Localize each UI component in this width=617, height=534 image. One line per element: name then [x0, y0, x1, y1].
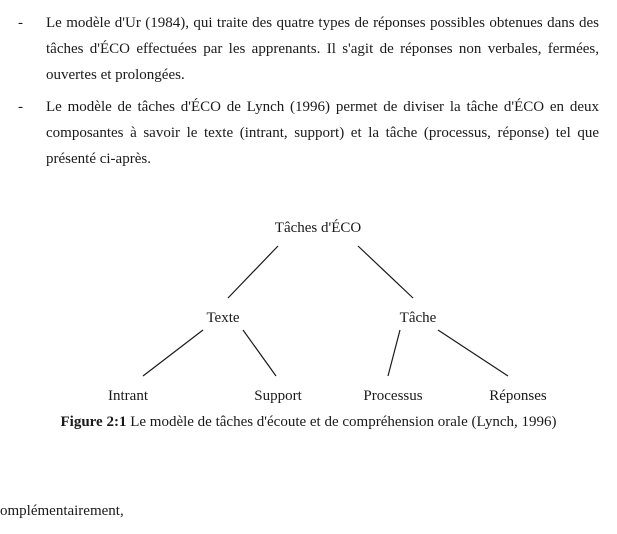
tree-edge	[358, 246, 413, 298]
tree-diagram: Tâches d'ÉCO Texte Tâche Intrant Support Proc…	[18, 208, 599, 408]
bullet-dash: -	[18, 10, 46, 36]
tree-edge	[438, 330, 508, 376]
page: - Le modèle d'Ur (1984), qui traite des …	[0, 0, 617, 534]
figure-caption-text: Le modèle de tâches d'écoute et de compr…	[126, 414, 556, 430]
tree-edge	[388, 330, 400, 376]
bullet-item: - Le modèle de tâches d'ÉCO de Lynch (19…	[18, 94, 599, 172]
bullet-item: - Le modèle d'Ur (1984), qui traite des …	[18, 10, 599, 88]
tree-edges	[18, 208, 617, 408]
tree-node-texte: Texte	[206, 310, 239, 327]
figure-caption: Figure 2:1 Le modèle de tâches d'écoute …	[18, 414, 599, 431]
tree-node-support: Support	[254, 388, 302, 405]
figure-caption-label: Figure 2:1	[60, 414, 126, 430]
tree-node-intrant: Intrant	[108, 388, 148, 405]
cut-off-word: omplémentairement,	[0, 503, 124, 520]
bullet-dash: -	[18, 94, 46, 120]
bullet-text: Le modèle d'Ur (1984), qui traite des qu…	[46, 10, 599, 88]
tree-node-reponses: Réponses	[489, 388, 547, 405]
tree-node-root: Tâches d'ÉCO	[275, 220, 361, 237]
tree-edge	[228, 246, 278, 298]
tree-node-tache: Tâche	[400, 310, 437, 327]
tree-edge	[243, 330, 276, 376]
tree-edge	[143, 330, 203, 376]
tree-node-processus: Processus	[363, 388, 422, 405]
bullet-text: Le modèle de tâches d'ÉCO de Lynch (1996…	[46, 94, 599, 172]
